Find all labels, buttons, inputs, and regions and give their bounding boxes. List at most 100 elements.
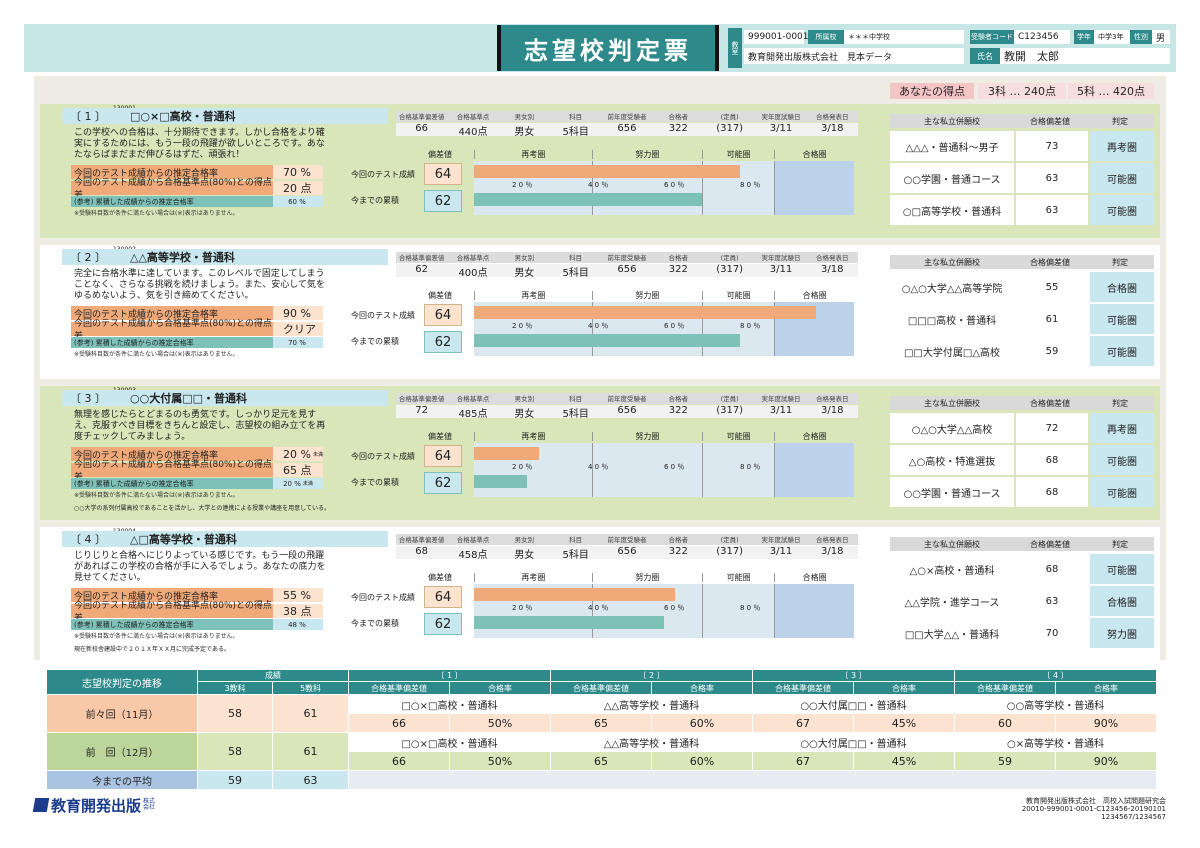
rate-value: 55 % <box>273 588 323 602</box>
stat-header-cell: 合格基準点 <box>456 395 490 403</box>
tick-label: 2 0 ％ <box>512 463 533 471</box>
priv-judge: 可能圏 <box>1090 304 1154 334</box>
zone-label: 努力圏 <box>591 150 702 160</box>
history-std-head: 合格基準偏差値 <box>753 682 853 694</box>
history-school-name: ○○高等学校・普通科 <box>955 695 1156 713</box>
pass-zone <box>774 161 854 215</box>
stat-header-cell: (定員) <box>720 536 739 544</box>
stat-header-cell: 前年度受験者 <box>607 536 647 544</box>
private-row: △△学院・進学コース 63 合格圏 <box>890 586 1154 616</box>
std-label: 偏差値 <box>428 291 452 300</box>
priv-std: 59 <box>1016 336 1088 366</box>
stat-header-cell: 合格者 <box>668 536 689 544</box>
priv-head-judge: 判定 <box>1112 539 1128 549</box>
priv-judge: 可能圏 <box>1090 195 1154 225</box>
rate-label: 今回のテスト成績からの推定合格率 <box>71 447 273 461</box>
stat-value-cell: 3/18 <box>821 264 844 275</box>
stats-header: 合格基準偏差値 合格基準点 男女別 科目 前年度受験者 合格者 (定員) 実年度試験日 合格発表… <box>396 252 858 263</box>
rate-number: 90 % <box>283 306 311 320</box>
cum-row-label: 今までの累積 <box>351 337 399 346</box>
stat-value-cell: 5科目 <box>562 127 589 138</box>
history-rate-head: 合格率 <box>854 682 954 694</box>
history-std: 66 <box>349 714 449 732</box>
examno-value: C123456 <box>1014 30 1070 44</box>
tick-label: 4 0 ％ <box>588 463 609 471</box>
publisher-text: 教育開発出版株式会社 見本データ <box>744 48 964 64</box>
ref-number: 70 % <box>288 338 306 347</box>
zone-label: 可能圏 <box>702 291 774 301</box>
history-s5: 61 <box>273 733 348 770</box>
stat-header-cell: 男女別 <box>514 536 535 544</box>
zone-label: 合格圏 <box>774 291 854 301</box>
test-row-label: 今回のテスト成績 <box>351 311 415 320</box>
priv-std: 72 <box>1016 413 1088 443</box>
tick-label: 2 0 ％ <box>512 322 533 330</box>
zone-label: 合格圏 <box>774 432 854 442</box>
tick-label: 4 0 ％ <box>588 604 609 612</box>
ref-number: 48 % <box>288 620 306 629</box>
history-std: 65 <box>551 714 651 732</box>
history-school-head: 〔 3 〕 <box>753 670 954 681</box>
stats-values: 62 400点 男女 5科目 656 322 (317) 3/11 3/18 <box>396 264 858 279</box>
stat-value-cell: 458点 <box>458 550 488 561</box>
history-rate: 90% <box>1056 714 1156 732</box>
private-row: △○×高校・普通科 68 可能圏 <box>890 554 1154 584</box>
stat-header-cell: (定員) <box>720 254 739 262</box>
stat-value-cell: 男女 <box>514 268 535 279</box>
pass-zone <box>774 443 854 497</box>
sex-tab: 性別 <box>1130 30 1152 44</box>
stat-value-cell: 男女 <box>514 550 535 561</box>
private-row: △△△・普通科～男子 73 再考圏 <box>890 131 1154 161</box>
history-school-name: △△高等学校・普通科 <box>551 695 752 713</box>
zone-divider <box>591 584 593 638</box>
rate-label: 今回のテスト成績からの推定合格率 <box>71 306 273 320</box>
school-label: 〔 2 〕 △△高等学校・普通科 <box>62 249 388 265</box>
tick-label: 8 0 ％ <box>740 322 761 330</box>
private-row: ○○学園・普通コース 63 可能圏 <box>890 163 1154 193</box>
priv-judge: 努力圏 <box>1090 618 1154 648</box>
ref-number: 60 % <box>288 197 306 206</box>
priv-head-name: 主な私立併願校 <box>924 398 980 408</box>
history-rate: 45% <box>854 752 954 770</box>
zone-label: 合格圏 <box>774 150 854 160</box>
tick-label: 4 0 ％ <box>588 322 609 330</box>
ref-number: 20 % <box>283 479 301 488</box>
history-score-head: 成績 <box>198 670 348 681</box>
history-rate-head: 合格率 <box>450 682 550 694</box>
history-s3: 58 <box>198 733 272 770</box>
school-number: 〔 2 〕 <box>70 251 106 264</box>
history-school-name: □○×□高校・普通科 <box>349 733 550 751</box>
stat-header-cell: 合格者 <box>668 254 689 262</box>
school-comment: 無理を感じたらとどまるのも勇気です。しっかり足元を見すえ、克服すべき目標をきちん… <box>74 410 326 442</box>
stat-value-cell: 3/18 <box>821 546 844 557</box>
history-school-name: △△高等学校・普通科 <box>551 733 752 751</box>
priv-name: ○○学園・普通コース <box>890 477 1014 507</box>
score-three: 3科 … 240点 <box>978 83 1066 99</box>
stat-value-cell: 5科目 <box>562 550 589 561</box>
zone-label: 合格圏 <box>774 573 854 583</box>
priv-std: 68 <box>1016 477 1088 507</box>
history-std: 60 <box>955 714 1055 732</box>
std-label: 偏差値 <box>428 432 452 441</box>
zone-label: 再考圏 <box>474 150 592 160</box>
stat-header-cell: 前年度受験者 <box>607 395 647 403</box>
extra-note: ○○大学の系列付属高校であることを活かし、大学との連携による授業や講座を用意して… <box>74 505 330 512</box>
priv-name: ○△○大学△△高等学院 <box>890 272 1014 302</box>
tick-label: 2 0 ％ <box>512 181 533 189</box>
history-rate: 60% <box>652 714 752 732</box>
priv-judge: 可能圏 <box>1090 163 1154 193</box>
school-label: 〔 4 〕 △□高等学校・普通科 <box>62 531 388 547</box>
ref-label: (参考) 累積した成績からの推定合格率 <box>71 478 273 489</box>
stat-value-cell: (317) <box>716 123 744 134</box>
cum-bar <box>474 334 740 347</box>
stat-value-cell: 400点 <box>458 268 488 279</box>
stat-header-cell: 合格発表日 <box>816 254 849 262</box>
history-avg-s5: 63 <box>273 771 348 789</box>
history-school-head: 〔 1 〕 <box>349 670 550 681</box>
stats-values: 68 458点 男女 5科目 656 322 (317) 3/11 3/18 <box>396 546 858 561</box>
priv-head-name: 主な私立併願校 <box>924 539 980 549</box>
rate-value: 20 % 未満 <box>273 447 323 461</box>
ref-unit: 未満 <box>302 481 313 487</box>
page-title: 志望校判定票 <box>497 25 719 71</box>
test-std: 64 <box>424 163 462 185</box>
